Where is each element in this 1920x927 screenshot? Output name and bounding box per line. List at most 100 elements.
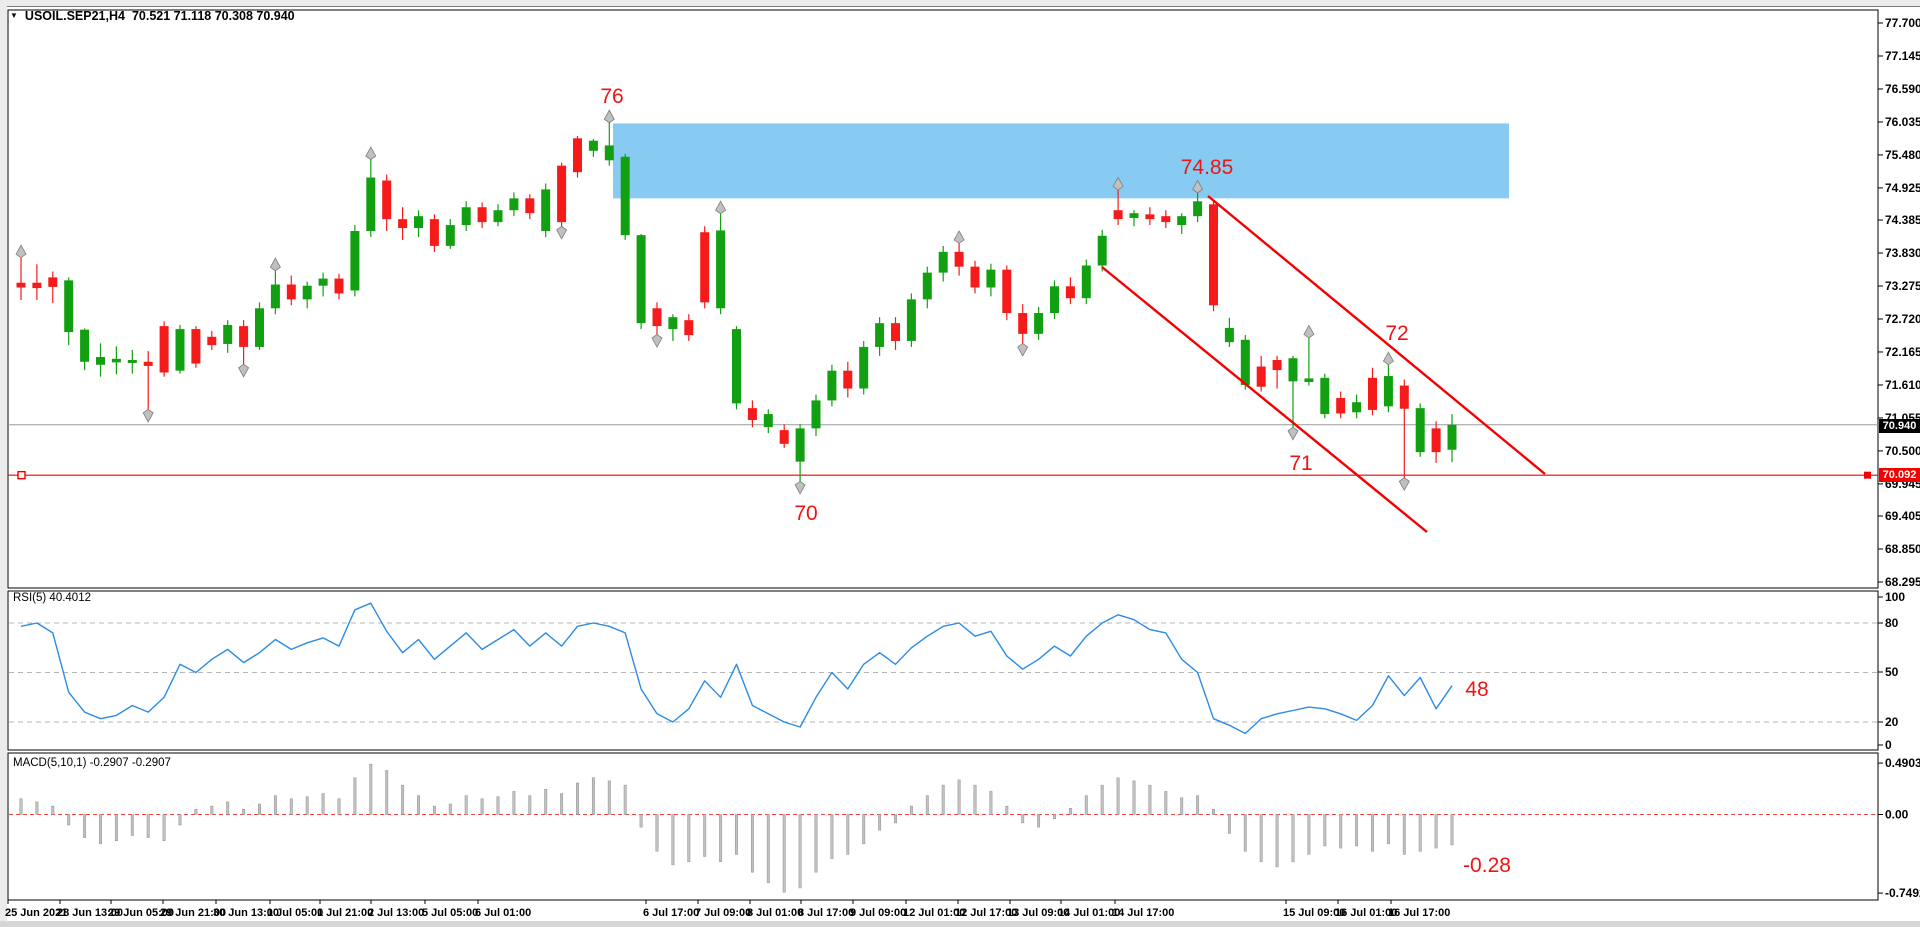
candle-body xyxy=(1240,339,1250,385)
macd-histogram-bar xyxy=(1371,814,1374,852)
support-line-handle xyxy=(17,470,26,480)
macd-histogram-bar xyxy=(671,814,675,866)
candle-body xyxy=(588,140,598,151)
candle-body xyxy=(668,317,678,330)
candle-body xyxy=(32,282,42,289)
candle-body xyxy=(1352,402,1362,413)
macd-histogram-bar xyxy=(846,814,850,855)
candle-body xyxy=(223,324,233,344)
macd-histogram-bar xyxy=(51,805,55,815)
macd-histogram-bar xyxy=(162,814,166,841)
macd-histogram-bar xyxy=(1053,814,1056,819)
rsi-axis-label: 50 xyxy=(1885,665,1899,679)
candle-body xyxy=(636,235,646,324)
rsi-indicator-label: RSI(5) 40.4012 xyxy=(13,592,91,604)
macd-histogram-bar xyxy=(242,809,246,815)
candle-body xyxy=(159,326,169,373)
macd-histogram-bar xyxy=(369,763,373,815)
time-axis-label: 7 Jul 09:00 xyxy=(695,907,751,919)
candle-body xyxy=(1288,358,1298,382)
price-axis[interactable]: 77.700 77.145 76.590 76.035 75.480 74.925 74.3… xyxy=(1878,16,1920,589)
candle-body xyxy=(1177,216,1187,226)
rsi-line xyxy=(20,602,1453,735)
symbol-dropdown-icon[interactable]: ▼ xyxy=(10,11,18,20)
macd-histogram-bar xyxy=(925,795,929,815)
price-axis-label: 72.165 xyxy=(1885,345,1920,359)
time-axis-label: 29 Jun 05:00 xyxy=(108,907,174,919)
time-axis-label: 12 Jul 17:00 xyxy=(955,907,1017,919)
candle-body xyxy=(64,280,74,333)
macd-histogram-bar xyxy=(909,805,913,815)
annotation-text-1: 74.85 xyxy=(1181,156,1234,179)
fractal-up-icon xyxy=(953,230,965,244)
macd-histogram-bar xyxy=(782,814,786,893)
candle-body xyxy=(191,329,201,364)
candle-body xyxy=(350,231,360,291)
candle-body xyxy=(1050,286,1059,314)
candle-body xyxy=(779,430,789,444)
time-axis-label: 14 Jul 17:00 xyxy=(1112,907,1174,919)
candle-body xyxy=(1065,286,1075,299)
rsi-axis-label: 0 xyxy=(1885,738,1892,752)
time-axis-label: 28 Jun 13:00 xyxy=(57,907,123,919)
candle-body xyxy=(270,284,280,309)
fractal-down-icon xyxy=(651,334,663,348)
macd-histogram-bar xyxy=(178,814,182,826)
candle-body xyxy=(843,370,853,389)
macd-histogram-bar xyxy=(1148,784,1152,815)
macd-histogram-bar xyxy=(1355,814,1359,847)
rsi-panel[interactable] xyxy=(7,590,1879,751)
channel-trendline xyxy=(1101,266,1428,533)
annotation-text-6: -0.28 xyxy=(1463,854,1511,877)
candle-body xyxy=(1368,377,1377,410)
supply-zone-rectangle xyxy=(613,123,1509,199)
macd-axis-label: 0.4903 xyxy=(1885,756,1920,770)
fractal-down-icon xyxy=(794,480,806,495)
candle-body xyxy=(398,219,408,229)
macd-histogram-bar xyxy=(417,795,420,815)
rsi-layer: 100 80 50 20 0 xyxy=(9,590,1905,752)
annotation-text-2: 72 xyxy=(1385,322,1408,345)
macd-histogram-bar xyxy=(703,814,707,857)
candle-body xyxy=(1272,359,1282,371)
macd-histogram-bar xyxy=(273,795,277,815)
support-line-price-badge: 70.092 xyxy=(1879,468,1920,482)
candle-body xyxy=(1431,428,1441,453)
candle-body xyxy=(127,359,137,363)
time-axis-label: 14 Jul 01:00 xyxy=(1058,907,1120,919)
candle-body xyxy=(143,361,153,366)
macd-histogram-bar xyxy=(687,814,691,862)
rsi-axis-label: 80 xyxy=(1885,616,1899,630)
time-axis-label: 30 Jun 13:00 xyxy=(213,907,279,919)
macd-histogram-bar xyxy=(1243,814,1247,852)
price-axis-label: 73.275 xyxy=(1885,279,1920,293)
macd-histogram-bar xyxy=(1021,814,1025,824)
macd-histogram-bar xyxy=(1005,805,1009,815)
macd-panel[interactable] xyxy=(7,752,1879,901)
candle-body xyxy=(922,272,932,300)
main-chart-panel[interactable] xyxy=(7,9,1879,589)
candle-body xyxy=(859,346,869,389)
macd-histogram-bar xyxy=(655,814,659,852)
rsi-axis-label: 100 xyxy=(1885,590,1905,604)
price-axis-label: 76.035 xyxy=(1885,115,1920,129)
candle-body xyxy=(175,329,185,371)
macd-histogram-bar xyxy=(337,798,341,815)
candle-body xyxy=(1224,327,1234,343)
candle-body xyxy=(16,282,26,288)
fractal-down-icon xyxy=(556,225,568,240)
candle-body xyxy=(763,414,773,428)
candle-body xyxy=(445,225,455,246)
price-axis-label: 69.405 xyxy=(1885,509,1920,523)
macd-histogram-bar xyxy=(894,814,897,824)
macd-histogram-bar xyxy=(353,777,357,815)
fractal-down-icon xyxy=(238,363,250,378)
macd-histogram-bar xyxy=(1164,791,1168,815)
candle-body xyxy=(286,284,296,300)
macd-histogram-bar xyxy=(798,814,802,889)
candles-layer xyxy=(16,122,1457,482)
candle-body xyxy=(239,326,249,347)
